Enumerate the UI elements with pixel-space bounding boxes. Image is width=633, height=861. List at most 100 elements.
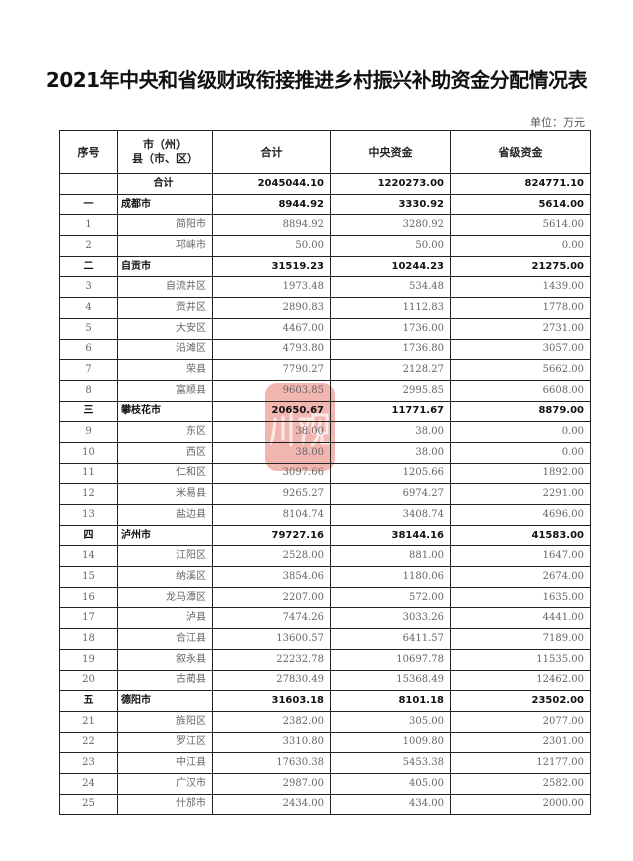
cell-central: 434.00 <box>330 793 451 816</box>
cell-seq: 24 <box>59 772 118 795</box>
table-row: 6 沿滩区 4793.80 1736.80 3057.00 <box>59 338 591 361</box>
cell-central: 405.00 <box>330 772 451 795</box>
cell-seq: 10 <box>59 441 118 464</box>
city-row: 一成都市 8944.92 3330.92 5614.00 <box>59 193 591 216</box>
cell-name: 德阳市 <box>117 690 213 712</box>
unit-label: 单位：万元 <box>530 116 585 129</box>
cell-total: 38.00 <box>212 441 331 464</box>
table-row: 10 西区 38.00 38.00 0.00 <box>59 441 591 464</box>
cell-name: 富顺县 <box>117 379 213 402</box>
cell-seq: 3 <box>59 276 118 299</box>
cell-provincial: 1439.00 <box>450 276 591 299</box>
city-row: 四泸州市 79727.16 38144.16 41583.00 <box>59 524 591 547</box>
cell-seq: 1 <box>59 214 118 237</box>
cell-seq: 22 <box>59 731 118 754</box>
cell-provincial: 11535.00 <box>450 648 591 671</box>
cell-name: 简阳市 <box>117 214 213 237</box>
cell-seq: 20 <box>59 669 118 692</box>
table-row: 7 荣县 7790.27 2128.27 5662.00 <box>59 359 591 381</box>
cell-provincial: 6608.00 <box>450 379 591 402</box>
cell-total: 3310.80 <box>212 731 331 754</box>
cell-provincial: 8879.00 <box>450 400 591 423</box>
cell-central: 1009.80 <box>330 731 451 754</box>
table-row: 13 盐边县 8104.74 3408.74 4696.00 <box>59 504 591 526</box>
cell-central: 3330.92 <box>330 193 451 216</box>
cell-provincial: 0.00 <box>450 441 591 464</box>
cell-central: 2995.85 <box>330 379 451 402</box>
cell-total: 2528.00 <box>212 545 331 568</box>
cell-provincial: 2291.00 <box>450 483 591 505</box>
city-row: 五德阳市 31603.18 8101.18 23502.00 <box>59 690 591 712</box>
table-row: 20 古蔺县 27830.49 15368.49 12462.00 <box>59 669 591 692</box>
cell-name: 贡井区 <box>117 297 213 319</box>
header-seq: 序号 <box>59 130 118 174</box>
cell-total: 38.00 <box>212 421 331 443</box>
header-total: 合计 <box>212 130 331 174</box>
cell-total: 2434.00 <box>212 793 331 816</box>
table-body: 合计 2045044.10 1220273.00 824771.10 一成都市 8944.… <box>59 173 591 816</box>
cell-provincial: 5614.00 <box>450 193 591 216</box>
cell-name: 仁和区 <box>117 462 213 485</box>
table-row: 16 龙马潭区 2207.00 572.00 1635.00 <box>59 586 591 609</box>
cell-central: 1180.06 <box>330 566 451 588</box>
cell-name: 自流井区 <box>117 276 213 299</box>
cell-provincial: 2731.00 <box>450 317 591 340</box>
cell-provincial: 1635.00 <box>450 586 591 609</box>
cell-central: 1736.00 <box>330 317 451 340</box>
cell-central: 38.00 <box>330 441 451 464</box>
cell-total: 17630.38 <box>212 752 331 774</box>
cell-provincial: 2301.00 <box>450 731 591 754</box>
cell-name: 荣县 <box>117 359 213 381</box>
cell-central: 38144.16 <box>330 524 451 547</box>
cell-provincial: 4441.00 <box>450 607 591 630</box>
cell-total: 4467.00 <box>212 317 331 340</box>
cell-total: 3854.06 <box>212 566 331 588</box>
cell-provincial: 1892.00 <box>450 462 591 485</box>
cell-central: 6974.27 <box>330 483 451 505</box>
cell-provincial: 12462.00 <box>450 669 591 692</box>
cell-name: 广汉市 <box>117 772 213 795</box>
cell-total: 22232.78 <box>212 648 331 671</box>
cell-provincial: 21275.00 <box>450 255 591 278</box>
cell-name: 合江县 <box>117 628 213 650</box>
total-row: 合计 2045044.10 1220273.00 824771.10 <box>59 173 591 195</box>
cell-central: 3408.74 <box>330 504 451 526</box>
table-row: 24 广汉市 2987.00 405.00 2582.00 <box>59 772 591 795</box>
table-row: 17 泸县 7474.26 3033.26 4441.00 <box>59 607 591 630</box>
table-row: 12 米易县 9265.27 6974.27 2291.00 <box>59 483 591 505</box>
cell-seq: 17 <box>59 607 118 630</box>
cell-name: 邛崃市 <box>117 235 213 257</box>
cell-provincial: 2674.00 <box>450 566 591 588</box>
cell-name: 盐边县 <box>117 504 213 526</box>
table-row: 23 中江县 17630.38 5453.38 12177.00 <box>59 752 591 774</box>
cell-central: 50.00 <box>330 235 451 257</box>
cell-seq: 4 <box>59 297 118 319</box>
table-row: 18 合江县 13600.57 6411.57 7189.00 <box>59 628 591 650</box>
document-title: 2021年中央和省级财政衔接推进乡村振兴补助资金分配情况表 <box>45 68 588 92</box>
cell-provincial: 7189.00 <box>450 628 591 650</box>
cell-name: 泸州市 <box>117 524 213 547</box>
cell-provincial: 1647.00 <box>450 545 591 568</box>
cell-provincial: 23502.00 <box>450 690 591 712</box>
cell-name: 江阳区 <box>117 545 213 568</box>
cell-total: 2890.83 <box>212 297 331 319</box>
cell-provincial: 5662.00 <box>450 359 591 381</box>
cell-total: 13600.57 <box>212 628 331 650</box>
cell-provincial: 824771.10 <box>450 173 591 195</box>
cell-total: 3097.66 <box>212 462 331 485</box>
cell-central: 1112.83 <box>330 297 451 319</box>
cell-central: 305.00 <box>330 710 451 733</box>
table-row: 22 罗江区 3310.80 1009.80 2301.00 <box>59 731 591 754</box>
table-row: 21 旌阳区 2382.00 305.00 2077.00 <box>59 710 591 733</box>
table-row: 14 江阳区 2528.00 881.00 1647.00 <box>59 545 591 568</box>
cell-seq: 21 <box>59 710 118 733</box>
cell-total: 8894.92 <box>212 214 331 237</box>
cell-total: 79727.16 <box>212 524 331 547</box>
cell-total: 1973.48 <box>212 276 331 299</box>
cell-name: 泸县 <box>117 607 213 630</box>
cell-name: 龙马潭区 <box>117 586 213 609</box>
cell-seq: 12 <box>59 483 118 505</box>
cell-seq: 15 <box>59 566 118 588</box>
cell-name: 东区 <box>117 421 213 443</box>
cell-total: 9265.27 <box>212 483 331 505</box>
